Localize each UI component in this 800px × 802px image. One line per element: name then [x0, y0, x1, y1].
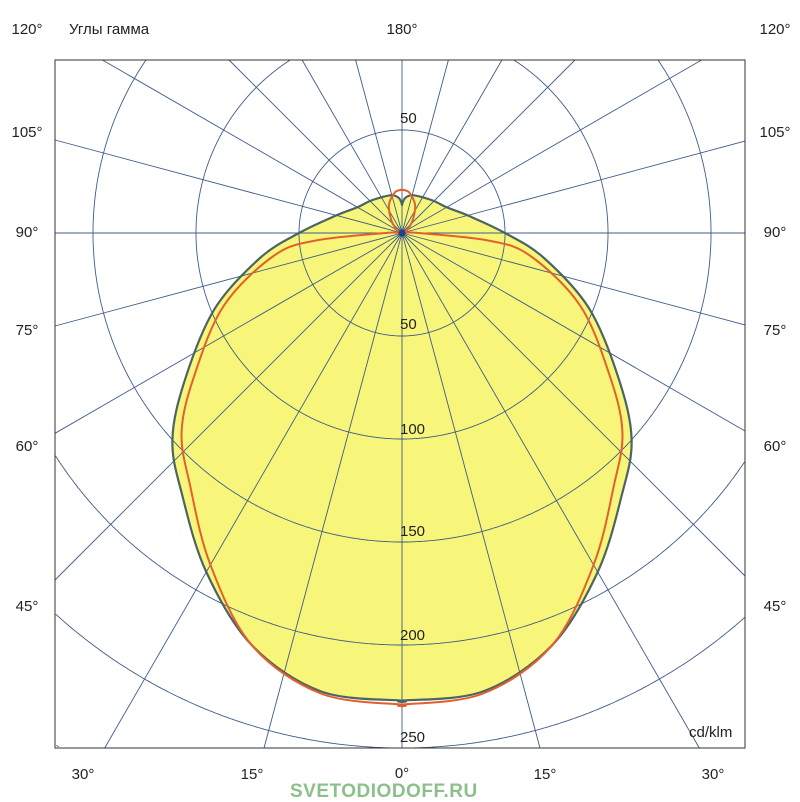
series-curve-outline [180, 188, 624, 708]
radial-tick-label: 200 [400, 627, 426, 644]
grid-radial-line [54, 232, 403, 581]
radial-tick-label: 100 [400, 421, 426, 438]
left-angle-label: 60° [15, 438, 39, 455]
radial-tick-label: 50 [400, 316, 417, 333]
grid-radial-line [401, 232, 746, 432]
top-angle-label: 180° [386, 21, 418, 38]
grid-radial-line [228, 59, 403, 234]
left-angle-label: 120° [11, 21, 43, 38]
left-angle-label: 75° [15, 322, 39, 339]
grid-radial-line [401, 232, 746, 577]
center-point [398, 229, 406, 237]
grid-radial-line [263, 232, 403, 749]
left-angle-label: 45° [15, 598, 39, 615]
grid-radial-line [102, 59, 403, 234]
left-angle-label: 90° [15, 224, 39, 241]
bottom-angle-label: 0° [394, 765, 410, 782]
grid-radial-line [401, 232, 700, 749]
grid-radial-line [401, 232, 746, 326]
grid-radial-line [301, 59, 403, 234]
grid-circle [56, 744, 59, 748]
right-angle-label: 90° [763, 224, 787, 241]
grid-radial-line [401, 59, 576, 234]
grid-radial-line [401, 232, 541, 749]
radial-tick-label: 250 [400, 729, 426, 746]
grid-circle [55, 455, 745, 646]
right-angle-label: 120° [759, 21, 791, 38]
bottom-angle-label: 30° [701, 766, 725, 783]
left-angle-label: 105° [11, 124, 43, 141]
grid-radial-line [401, 59, 503, 234]
radial-tick-label: 150 [400, 523, 426, 540]
right-angle-label: 45° [763, 598, 787, 615]
grid-radial-line [401, 140, 746, 234]
grid-radial-line [54, 232, 403, 434]
grid-radial-line [54, 232, 403, 327]
grid-radial-line [401, 59, 702, 234]
bottom-angle-label: 30° [71, 766, 95, 783]
grid-radial-line [355, 59, 403, 234]
grid-circle [92, 59, 712, 543]
plot-group [54, 59, 746, 749]
grid-radial-line [104, 232, 403, 749]
watermark-logo: SVETODIODOFF.RU [290, 781, 478, 802]
grid-radial-line [401, 59, 449, 234]
radial-tick-label-top: 50 [400, 110, 417, 127]
unit-label: cd/klm [689, 724, 733, 741]
chart-title: Углы гамма [69, 21, 150, 38]
right-angle-label: 60° [763, 438, 787, 455]
right-angle-label: 75° [763, 322, 787, 339]
right-angle-label: 105° [759, 124, 791, 141]
bottom-angle-label: 15° [533, 766, 557, 783]
bottom-angle-label: 15° [240, 766, 264, 783]
grid-circle [195, 59, 609, 440]
plot-frame [54, 59, 746, 749]
grid-radial-line [54, 139, 403, 234]
